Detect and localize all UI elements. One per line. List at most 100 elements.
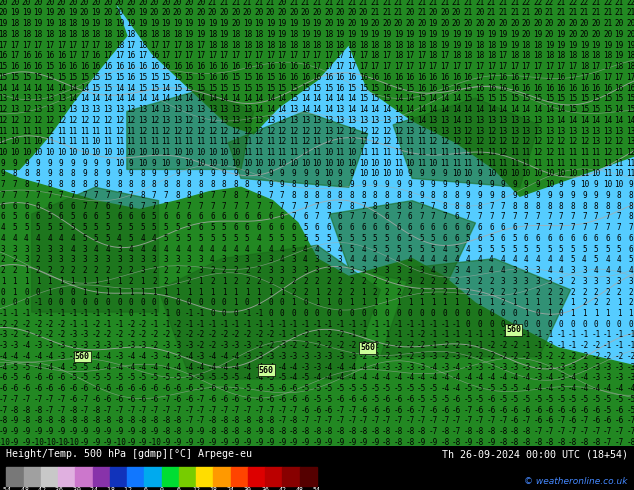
Text: 19: 19 xyxy=(173,19,182,28)
Text: 6: 6 xyxy=(454,223,459,232)
Text: 3: 3 xyxy=(24,245,29,254)
Text: 2: 2 xyxy=(477,288,482,296)
Text: 19: 19 xyxy=(463,41,473,49)
Text: 5: 5 xyxy=(512,245,517,254)
Text: 1: 1 xyxy=(617,298,621,307)
Text: 0: 0 xyxy=(559,320,564,329)
Text: -2: -2 xyxy=(394,341,403,350)
Text: -8: -8 xyxy=(359,427,368,436)
Text: 12: 12 xyxy=(45,126,55,136)
Text: 10: 10 xyxy=(370,159,380,168)
Text: 0: 0 xyxy=(70,298,75,307)
Text: 10: 10 xyxy=(324,170,333,178)
Text: 3: 3 xyxy=(582,277,586,286)
Text: 4: 4 xyxy=(489,255,494,264)
Text: 1: 1 xyxy=(198,288,203,296)
Text: 13: 13 xyxy=(487,116,496,125)
Text: -1: -1 xyxy=(324,320,333,329)
Text: 16: 16 xyxy=(278,62,287,71)
Text: 18: 18 xyxy=(126,30,136,39)
Text: 13: 13 xyxy=(370,116,380,125)
Text: -1: -1 xyxy=(498,330,508,340)
Text: -6: -6 xyxy=(45,373,55,382)
Text: 18: 18 xyxy=(68,19,77,28)
Text: -6: -6 xyxy=(150,384,159,393)
Text: 9: 9 xyxy=(419,191,424,200)
Text: 8: 8 xyxy=(175,191,180,200)
Text: 8: 8 xyxy=(628,212,633,221)
Text: 14: 14 xyxy=(254,95,264,103)
Text: -7: -7 xyxy=(196,416,205,425)
Text: -9: -9 xyxy=(301,438,310,447)
Text: 18: 18 xyxy=(382,41,391,49)
Text: -4: -4 xyxy=(0,352,8,361)
Text: 11: 11 xyxy=(592,148,600,157)
Text: 5: 5 xyxy=(48,223,52,232)
Text: 17: 17 xyxy=(452,62,461,71)
Text: 11: 11 xyxy=(382,148,391,157)
Text: 3: 3 xyxy=(559,277,564,286)
Text: 12: 12 xyxy=(22,105,31,114)
Text: 14: 14 xyxy=(208,95,217,103)
Text: 6: 6 xyxy=(454,234,459,243)
Text: -10: -10 xyxy=(31,438,45,447)
Text: 13: 13 xyxy=(219,116,229,125)
Text: -2: -2 xyxy=(91,330,101,340)
Text: -2: -2 xyxy=(56,320,66,329)
Text: -1: -1 xyxy=(313,320,321,329)
Text: 9: 9 xyxy=(105,159,110,168)
Text: 4: 4 xyxy=(70,245,75,254)
Text: -2: -2 xyxy=(382,352,391,361)
Polygon shape xyxy=(32,187,158,312)
Text: 6: 6 xyxy=(233,212,238,221)
Text: 16: 16 xyxy=(510,84,519,93)
Text: 3: 3 xyxy=(501,277,505,286)
Text: -3: -3 xyxy=(592,363,600,372)
Text: 9: 9 xyxy=(105,170,110,178)
Text: 20: 20 xyxy=(138,0,147,7)
Text: -7: -7 xyxy=(626,427,634,436)
Text: 14: 14 xyxy=(394,95,403,103)
Text: 3: 3 xyxy=(268,255,273,264)
Text: 6: 6 xyxy=(198,212,203,221)
Text: 1: 1 xyxy=(582,309,586,318)
Text: 20: 20 xyxy=(463,19,473,28)
Text: 19: 19 xyxy=(417,30,426,39)
Text: 20: 20 xyxy=(324,8,333,18)
Text: 6: 6 xyxy=(477,234,482,243)
Text: -4: -4 xyxy=(126,363,136,372)
Text: 18: 18 xyxy=(45,30,55,39)
Text: 0: 0 xyxy=(524,320,529,329)
Text: -3: -3 xyxy=(115,352,124,361)
Text: 15: 15 xyxy=(498,95,508,103)
Text: 8: 8 xyxy=(373,202,377,211)
Text: 9: 9 xyxy=(257,180,261,189)
Text: -1: -1 xyxy=(405,320,415,329)
Text: 2: 2 xyxy=(222,266,226,275)
Text: 19: 19 xyxy=(440,30,450,39)
Text: -6: -6 xyxy=(289,395,299,404)
Text: -1: -1 xyxy=(196,320,205,329)
Text: 4: 4 xyxy=(233,245,238,254)
Text: -4: -4 xyxy=(440,373,450,382)
Text: -2: -2 xyxy=(487,341,496,350)
Text: 4: 4 xyxy=(280,245,285,254)
Text: 18: 18 xyxy=(557,51,566,60)
Text: 12: 12 xyxy=(278,137,287,147)
Text: 12: 12 xyxy=(370,126,380,136)
Text: 560: 560 xyxy=(75,352,90,361)
Text: 3: 3 xyxy=(117,245,122,254)
Text: 13: 13 xyxy=(579,126,589,136)
Text: 2: 2 xyxy=(164,277,168,286)
Text: 9: 9 xyxy=(327,180,331,189)
Text: -4: -4 xyxy=(405,373,415,382)
Text: 17: 17 xyxy=(313,62,321,71)
Text: 17: 17 xyxy=(10,51,20,60)
Text: -2: -2 xyxy=(173,330,182,340)
Text: -6: -6 xyxy=(22,373,31,382)
Text: -3: -3 xyxy=(533,373,543,382)
Text: -3: -3 xyxy=(138,341,147,350)
Text: -6: -6 xyxy=(301,406,310,415)
Text: 13: 13 xyxy=(614,126,624,136)
Text: 5: 5 xyxy=(327,234,331,243)
